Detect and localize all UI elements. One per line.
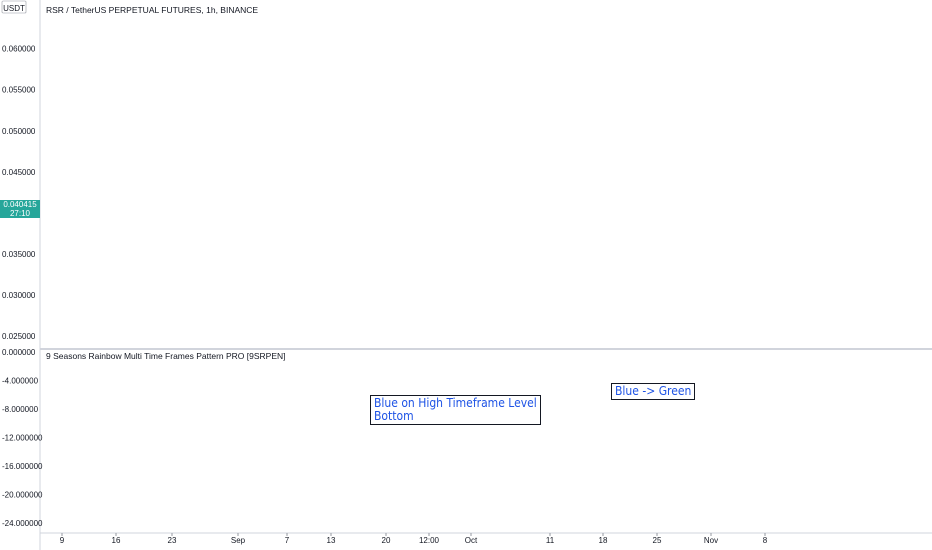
x-tick-label: Nov <box>704 536 718 545</box>
y-tick-label: -4.000000 <box>2 376 39 385</box>
x-tick-label: Sep <box>231 536 246 545</box>
y-tick-label: -16.000000 <box>2 462 43 471</box>
x-tick-label: 8 <box>763 536 768 545</box>
y-tick-label: -12.000000 <box>2 433 43 442</box>
annotation-blue-green: Blue -> Green <box>611 383 696 400</box>
y-tick-label: 0.035000 <box>2 250 36 259</box>
y-tick-label: -24.000000 <box>2 519 43 528</box>
annotation-blue-bottom: Blue on High Timeframe Level Bottom <box>370 395 541 425</box>
countdown-value: 27:10 <box>9 209 31 218</box>
x-tick-label: 25 <box>653 536 662 545</box>
currency-badge <box>1 0 27 14</box>
x-tick-label: 12:00 <box>419 536 440 545</box>
last-price-tag: 0.040415 27:10 <box>0 200 40 218</box>
y-tick-label: 0.060000 <box>2 45 36 54</box>
x-tick-label: 11 <box>546 536 555 545</box>
x-tick-label: 16 <box>112 536 121 545</box>
last-price-value: 0.040415 <box>3 200 37 209</box>
y-tick-label: -20.000000 <box>2 490 43 499</box>
annotation-line-2: Bottom <box>374 409 414 423</box>
x-tick-label: 18 <box>599 536 608 545</box>
annotation-line-1: Blue on High Timeframe Level <box>374 396 537 410</box>
x-tick-label: 20 <box>382 536 391 545</box>
y-tick-label: 0.050000 <box>2 127 36 136</box>
x-tick-label: Oct <box>465 536 478 545</box>
y-tick-label: 0.000000 <box>2 348 36 357</box>
y-tick-label: -8.000000 <box>2 405 39 414</box>
x-tick-label: 7 <box>285 536 290 545</box>
x-tick-label: 23 <box>168 536 177 545</box>
currency-badge-label: USDT <box>3 4 25 13</box>
y-tick-label: 0.025000 <box>2 332 36 341</box>
x-tick-label: 13 <box>327 536 336 545</box>
chart-title: RSR / TetherUS PERPETUAL FUTURES, 1h, BI… <box>46 5 258 15</box>
indicator-title: 9 Seasons Rainbow Multi Time Frames Patt… <box>46 351 286 361</box>
y-tick-label: 0.045000 <box>2 168 36 177</box>
x-tick-label: 9 <box>60 536 65 545</box>
plot-background <box>40 0 932 550</box>
y-tick-label: 0.055000 <box>2 86 36 95</box>
y-tick-label: 0.030000 <box>2 291 36 300</box>
